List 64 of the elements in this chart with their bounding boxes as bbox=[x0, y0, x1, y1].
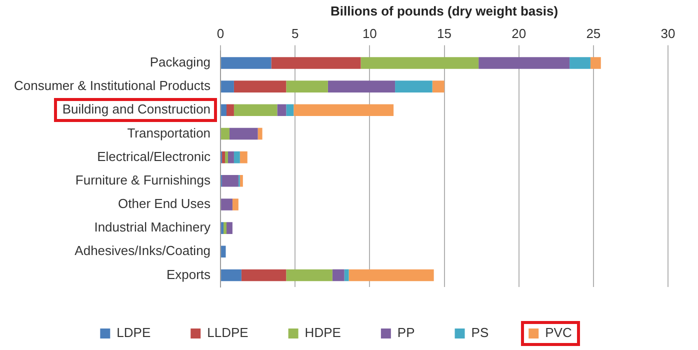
y-tick-label: Consumer & Institutional Products bbox=[14, 78, 212, 94]
x-tick-label: 15 bbox=[437, 26, 452, 41]
bar bbox=[286, 269, 332, 282]
legend-label: LLDPE bbox=[207, 325, 249, 340]
x-tick-label: 30 bbox=[660, 26, 676, 41]
bar bbox=[395, 80, 432, 92]
y-tick-label: Other End Uses bbox=[118, 196, 212, 212]
legend-label: PS bbox=[471, 325, 489, 340]
legend-label: LDPE bbox=[116, 325, 151, 340]
bar bbox=[221, 57, 272, 69]
bar bbox=[225, 151, 228, 164]
bar bbox=[221, 80, 234, 92]
bar bbox=[348, 269, 434, 282]
x-tick-label: 0 bbox=[216, 26, 224, 41]
bar bbox=[277, 104, 286, 116]
bar bbox=[241, 269, 286, 282]
y-tick-label: Electrical/Electronic bbox=[97, 148, 212, 164]
bar bbox=[221, 128, 230, 140]
legend-label: PP bbox=[397, 325, 415, 340]
bar bbox=[234, 151, 240, 164]
bar bbox=[344, 269, 349, 282]
bar bbox=[221, 198, 232, 210]
bar bbox=[229, 128, 258, 140]
x-tick-label: 25 bbox=[586, 26, 601, 41]
bar bbox=[286, 104, 294, 116]
x-tick-label: 20 bbox=[512, 26, 526, 41]
bar bbox=[258, 128, 262, 140]
bar bbox=[226, 222, 232, 234]
bar bbox=[232, 198, 238, 210]
y-tick-label: Transportation bbox=[127, 125, 211, 140]
bar bbox=[222, 151, 226, 164]
y-tick-label: Furniture & Furnishings bbox=[75, 172, 212, 188]
bar bbox=[590, 57, 601, 69]
y-tick-label: Industrial Machinery bbox=[94, 220, 212, 235]
bar bbox=[222, 174, 238, 187]
bar bbox=[234, 80, 286, 92]
bar bbox=[226, 104, 234, 116]
bar bbox=[478, 57, 570, 69]
bar bbox=[221, 269, 242, 282]
x-axis-title: Billions of pounds (dry weight basis) bbox=[330, 3, 558, 18]
bar bbox=[224, 222, 227, 234]
bar bbox=[432, 80, 444, 92]
y-tick-label: Building and Construction bbox=[62, 102, 211, 117]
bar bbox=[221, 246, 226, 258]
bar bbox=[234, 104, 278, 116]
y-tick-label: Exports bbox=[166, 266, 212, 282]
legend-label: PVC bbox=[545, 325, 572, 340]
y-tick-label: Adhesives/Inks/Coating bbox=[74, 243, 211, 258]
bar bbox=[294, 104, 394, 116]
legend-label: HDPE bbox=[304, 325, 342, 340]
bar bbox=[328, 80, 396, 92]
x-tick-label: 5 bbox=[291, 26, 299, 41]
bar bbox=[360, 57, 479, 69]
bar bbox=[271, 57, 361, 69]
bar bbox=[221, 222, 224, 234]
x-tick-label: 10 bbox=[362, 26, 377, 41]
bar bbox=[570, 57, 590, 69]
bar bbox=[240, 174, 243, 187]
bar bbox=[228, 151, 234, 164]
bar bbox=[286, 80, 328, 92]
bar bbox=[221, 104, 227, 116]
y-tick-label: Packaging bbox=[150, 54, 211, 70]
bar bbox=[240, 151, 248, 164]
bar bbox=[332, 269, 344, 282]
